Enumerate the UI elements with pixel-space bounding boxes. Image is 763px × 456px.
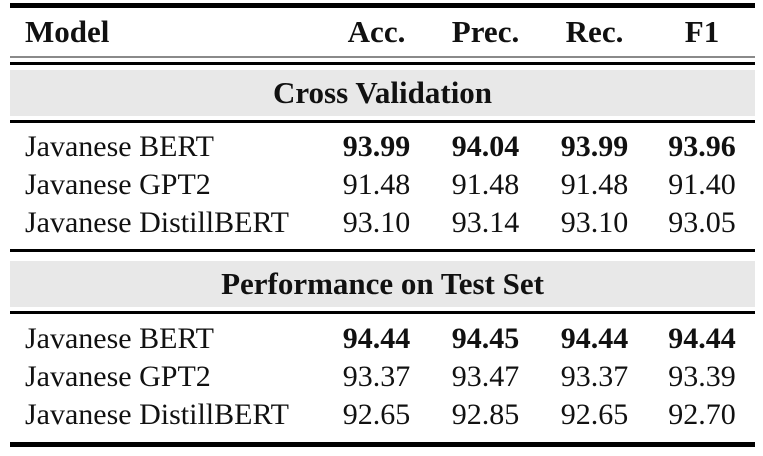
rec-value: 93.99 [560, 130, 629, 163]
section-rows-test-set: Javanese BERT 94.44 94.45 94.44 94.44 Ja… [10, 314, 755, 442]
prec-value: 93.47 [451, 360, 520, 393]
prec-value: 94.04 [451, 130, 520, 163]
rec-value: 92.65 [560, 398, 629, 431]
model-name: Javanese BERT [25, 322, 214, 355]
results-table: Model Acc. Prec. Rec. F1 Cross Validatio… [10, 3, 755, 447]
rec-value: 94.44 [560, 322, 629, 355]
model-name: Javanese DistillBERT [25, 206, 289, 239]
table-row: Javanese BERT 94.44 94.45 94.44 94.44 [10, 320, 755, 358]
section-rule [10, 249, 755, 252]
section-header-test-set: Performance on Test Set [10, 261, 755, 307]
prec-value: 92.85 [451, 398, 520, 431]
model-name: Javanese GPT2 [25, 360, 211, 393]
rec-value: 93.37 [560, 360, 629, 393]
table-row: Javanese BERT 93.99 94.04 93.99 93.96 [10, 128, 755, 166]
section-rows-cross-validation: Javanese BERT 93.99 94.04 93.99 93.96 Ja… [10, 123, 755, 249]
f1-value: 94.44 [668, 322, 736, 355]
table-row: Javanese GPT2 93.37 93.47 93.37 93.39 [10, 358, 755, 396]
table-row: Javanese DistillBERT 92.65 92.85 92.65 9… [10, 396, 755, 434]
header-double-rule [10, 56, 755, 65]
column-header-rec: Rec. [565, 14, 624, 49]
f1-value: 91.40 [668, 168, 736, 201]
column-header-prec: Prec. [451, 14, 520, 49]
top-rule [10, 3, 755, 8]
column-header-f1: F1 [684, 14, 720, 49]
acc-value: 93.10 [342, 206, 411, 239]
acc-value: 94.44 [342, 322, 411, 355]
f1-value: 92.70 [668, 398, 736, 431]
rec-value: 91.48 [560, 168, 629, 201]
prec-value: 93.14 [451, 206, 520, 239]
rec-value: 93.10 [560, 206, 629, 239]
column-header-model: Model [25, 14, 110, 49]
f1-value: 93.39 [668, 360, 736, 393]
table-header-row: Model Acc. Prec. Rec. F1 [10, 8, 755, 56]
section-title: Cross Validation [272, 75, 493, 110]
model-name: Javanese GPT2 [25, 168, 211, 201]
f1-value: 93.05 [668, 206, 736, 239]
acc-value: 93.37 [342, 360, 411, 393]
section-title: Performance on Test Set [221, 266, 544, 301]
prec-value: 91.48 [451, 168, 520, 201]
acc-value: 93.99 [342, 130, 411, 163]
table-row: Javanese DistillBERT 93.10 93.14 93.10 9… [10, 204, 755, 242]
table-row: Javanese GPT2 91.48 91.48 91.48 91.40 [10, 166, 755, 204]
section-header-cross-validation: Cross Validation [10, 70, 755, 116]
section-rule [10, 311, 755, 314]
bottom-rule [10, 442, 755, 447]
acc-value: 91.48 [342, 168, 411, 201]
f1-value: 93.96 [668, 130, 736, 163]
prec-value: 94.45 [451, 322, 520, 355]
model-name: Javanese BERT [25, 130, 214, 163]
column-header-acc: Acc. [347, 14, 406, 49]
model-name: Javanese DistillBERT [25, 398, 289, 431]
section-rule [10, 120, 755, 123]
acc-value: 92.65 [342, 398, 411, 431]
